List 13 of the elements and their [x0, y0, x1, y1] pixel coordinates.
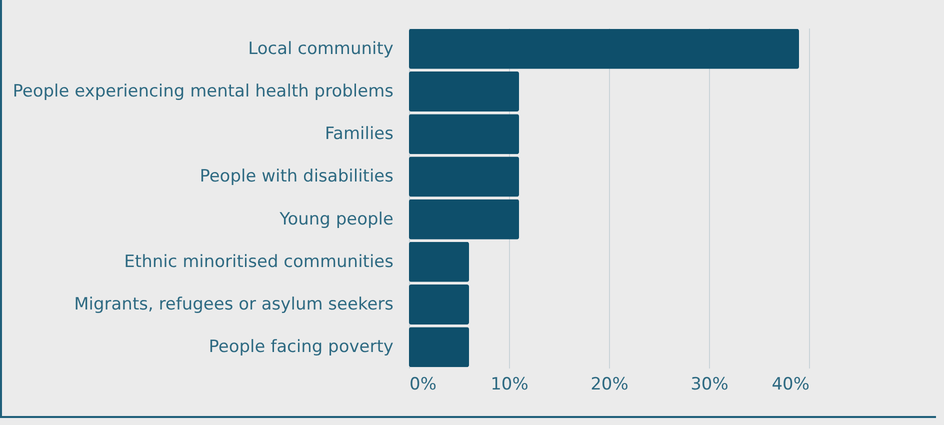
y-tick-label: Migrants, refugees or asylum seekers	[74, 294, 394, 315]
x-tick-label: 40%	[772, 374, 810, 394]
x-tick-label: 0%	[410, 374, 436, 394]
y-tick-label: People with disabilities	[200, 166, 394, 187]
x-tick-label: 10%	[490, 374, 528, 394]
y-tick-label: Families	[324, 124, 394, 144]
y-tick-label: Young people	[278, 209, 394, 230]
y-tick-label: People experiencing mental health problems	[12, 81, 394, 102]
y-tick-label: Ethnic minoritised communities	[124, 252, 394, 272]
x-tick-label: 30%	[690, 374, 728, 394]
y-tick-label: People facing poverty	[208, 337, 394, 358]
y-tick-label: Local community	[248, 38, 394, 59]
x-tick-label: 20%	[590, 374, 628, 394]
